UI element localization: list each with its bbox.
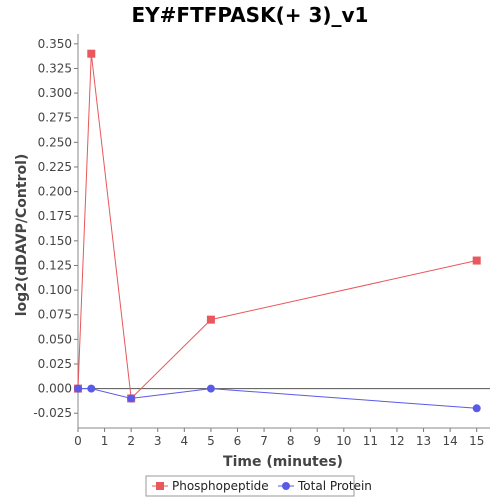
- x-tick-label: 11: [363, 434, 378, 448]
- y-axis-label: log2(dDAVP/Control): [14, 154, 30, 317]
- y-tick-label: 0.075: [38, 308, 72, 322]
- y-tick-label: 0.300: [38, 86, 72, 100]
- legend: Phosphopeptide Total Protein: [145, 475, 372, 497]
- y-tick-label: 0.100: [38, 283, 72, 297]
- data-point-circle: [87, 384, 96, 393]
- y-tick-label: 0.000: [38, 382, 72, 396]
- data-point-circle: [74, 384, 82, 393]
- data-point-square: [87, 49, 96, 58]
- data-point-circle: [127, 394, 136, 403]
- x-tick-label: 15: [469, 434, 484, 448]
- y-tick-label: 0.350: [38, 37, 72, 51]
- x-tick-label: 5: [207, 434, 215, 448]
- legend-marker-circle: [282, 482, 290, 490]
- x-tick-label: 12: [389, 434, 404, 448]
- y-tick-label: -0.025: [33, 406, 72, 420]
- x-axis-label: Time (minutes): [223, 454, 343, 470]
- x-tick-label: 8: [287, 434, 295, 448]
- legend-marker-square: [156, 482, 164, 490]
- legend-label: Phosphopeptide: [172, 479, 269, 493]
- y-tick-label: 0.250: [38, 135, 72, 149]
- data-point-circle: [206, 384, 215, 393]
- x-tick-label: 0: [74, 434, 82, 448]
- y-tick-label: 0.125: [38, 258, 72, 272]
- x-tick-label: 6: [234, 434, 242, 448]
- x-tick-label: 7: [260, 434, 268, 448]
- x-tick-label: 10: [336, 434, 351, 448]
- x-tick-label: 14: [442, 434, 457, 448]
- plot-area: -0.025 0.000 0.025 0.050 0.075 0.100 0.125 0.15…: [33, 34, 490, 448]
- legend-label: Total Protein: [297, 479, 372, 493]
- legend-box: [145, 475, 355, 497]
- x-tick-label: 1: [101, 434, 109, 448]
- data-point-square: [472, 256, 481, 265]
- y-tick-label: 0.050: [38, 332, 72, 346]
- x-tick-label: 2: [127, 434, 135, 448]
- y-tick-label: 0.025: [38, 357, 72, 371]
- y-tick-label: 0.325: [38, 61, 72, 75]
- x-tick-label: 9: [313, 434, 321, 448]
- x-tick-label: 13: [416, 434, 431, 448]
- y-tick-label: 0.225: [38, 160, 72, 174]
- plot-background: [78, 34, 490, 428]
- x-tick-label: 3: [154, 434, 162, 448]
- data-point-square: [206, 315, 215, 324]
- y-tick-label: 0.150: [38, 234, 72, 248]
- y-tick-label: 0.200: [38, 185, 72, 199]
- y-tick-label: 0.175: [38, 209, 72, 223]
- data-point-circle: [472, 404, 481, 413]
- x-tick-label: 4: [181, 434, 189, 448]
- y-tick-label: 0.275: [38, 111, 72, 125]
- chart-title: EY#FTFPASK(+ 3)_v1: [132, 3, 369, 27]
